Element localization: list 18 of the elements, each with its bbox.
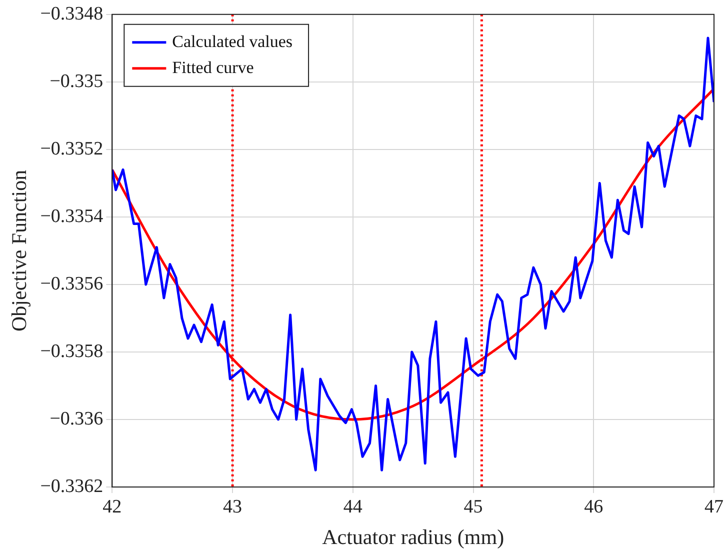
- x-tick-label: 43: [223, 496, 242, 518]
- x-tick-label: 45: [464, 496, 483, 518]
- x-tick-label: 44: [343, 496, 363, 518]
- legend-label: Fitted curve: [172, 58, 254, 77]
- y-tick-label: −0.335: [50, 70, 104, 92]
- y-tick-label: −0.3348: [40, 3, 104, 24]
- x-tick-label: 46: [584, 496, 604, 518]
- y-axis-title: Objective Function: [7, 169, 32, 332]
- x-tick-label: 47: [704, 496, 724, 518]
- y-tick-label: −0.3354: [40, 206, 104, 227]
- y-tick-label: −0.336: [50, 408, 104, 430]
- y-tick-label: −0.3356: [40, 273, 104, 294]
- x-axis-title: Actuator radius (mm): [322, 524, 504, 549]
- legend-label: Calculated values: [172, 32, 293, 51]
- x-tick-label: 42: [102, 496, 122, 518]
- y-tick-label: −0.3358: [40, 340, 104, 362]
- y-tick-label: −0.3352: [40, 138, 104, 160]
- y-tick-label: −0.3362: [40, 476, 104, 497]
